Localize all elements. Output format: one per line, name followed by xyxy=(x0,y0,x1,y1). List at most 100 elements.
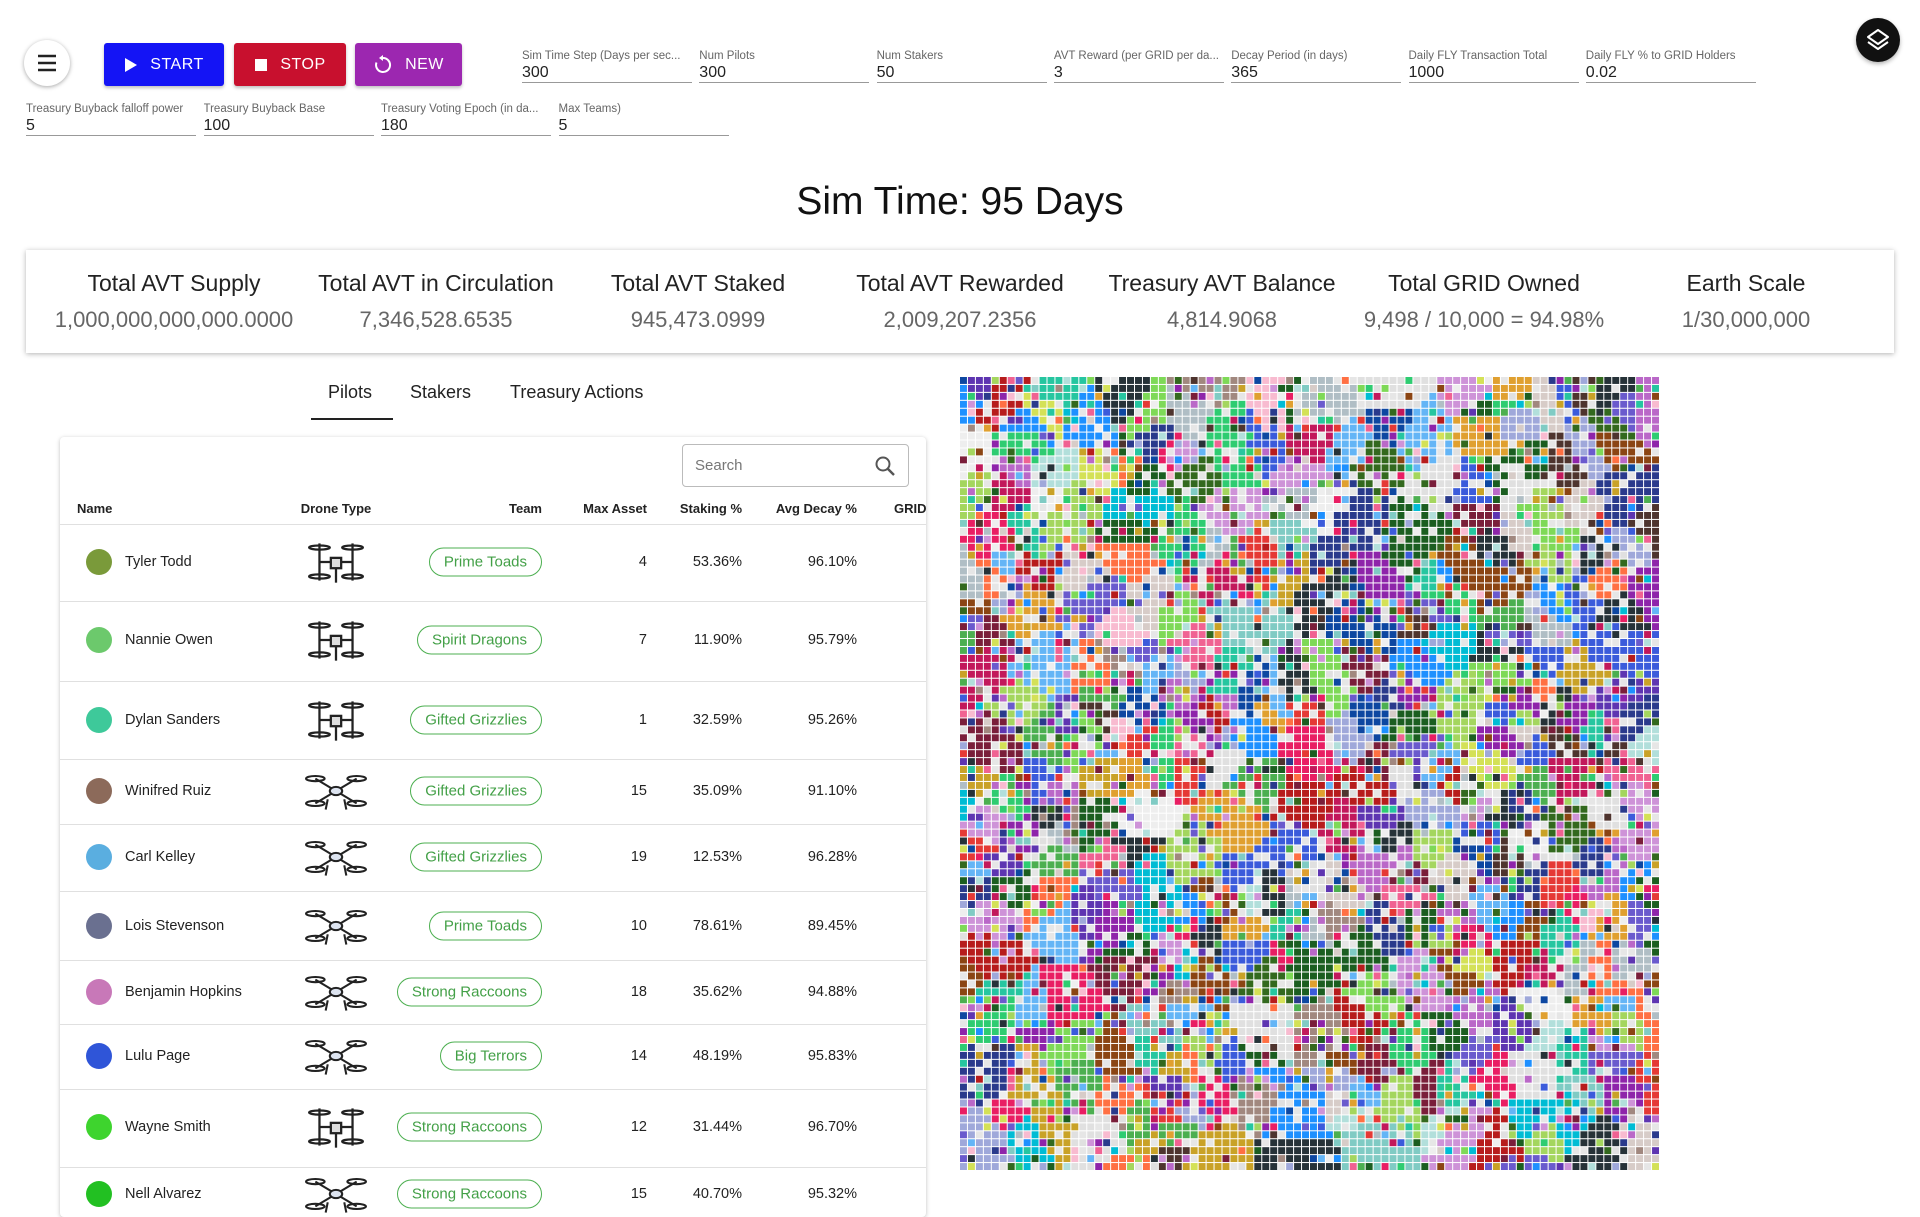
grid-cell xyxy=(1374,472,1381,479)
grid-cell xyxy=(1390,409,1397,416)
grid-cell xyxy=(1628,512,1635,519)
grid-cell xyxy=(1469,520,1476,527)
grid-cell xyxy=(1294,663,1301,670)
drone-icon xyxy=(305,539,367,585)
grid-cell xyxy=(1461,695,1468,702)
grid-cell xyxy=(968,568,975,575)
grid-cell xyxy=(1207,806,1214,813)
grid-cell xyxy=(1111,520,1118,527)
grid-cell xyxy=(1485,639,1492,646)
grid-cell xyxy=(1238,718,1245,725)
grid-cell xyxy=(1151,417,1158,424)
grid-cell xyxy=(1183,806,1190,813)
grid-cell xyxy=(1628,639,1635,646)
grid-cell xyxy=(1095,401,1102,408)
grid-cell xyxy=(1636,718,1643,725)
team-chip[interactable]: Big Terrors xyxy=(440,1042,542,1071)
menu-button[interactable] xyxy=(24,40,70,86)
team-chip[interactable]: Prime Toads xyxy=(429,912,542,941)
grid-cell xyxy=(1111,472,1118,479)
grid-cell xyxy=(1215,544,1222,551)
team-chip[interactable]: Gifted Grizzlies xyxy=(410,706,542,735)
grid-cell xyxy=(1000,766,1007,773)
grid-cell xyxy=(984,655,991,662)
grid-cell xyxy=(1143,718,1150,725)
grid-cell xyxy=(1437,583,1444,590)
grid-cell xyxy=(1565,599,1572,606)
team-chip[interactable]: Prime Toads xyxy=(429,548,542,577)
grid-cell xyxy=(1390,464,1397,471)
grid-cell xyxy=(1445,742,1452,749)
grid-cell xyxy=(1032,425,1039,432)
grid-cell xyxy=(1095,456,1102,463)
grid-cell xyxy=(1334,433,1341,440)
grid-cell xyxy=(1382,687,1389,694)
grid-cell xyxy=(1175,409,1182,416)
grid-cell xyxy=(984,734,991,741)
grid-cell xyxy=(1390,806,1397,813)
search-box[interactable]: Search xyxy=(682,444,909,487)
grid-cell xyxy=(1374,401,1381,408)
grid-cell xyxy=(1199,671,1206,678)
tab[interactable]: Pilots xyxy=(328,382,372,403)
grid-cell xyxy=(1016,512,1023,519)
grid-cell xyxy=(1517,576,1524,583)
grid-cell xyxy=(1461,409,1468,416)
grid-cell xyxy=(1238,520,1245,527)
grid-cell xyxy=(1270,647,1277,654)
layers-button[interactable] xyxy=(1856,18,1900,62)
grid-cell xyxy=(1024,782,1031,789)
grid-cell xyxy=(1127,615,1134,622)
grid-cell xyxy=(1016,520,1023,527)
grid-cell xyxy=(1079,615,1086,622)
grid-cell xyxy=(1596,520,1603,527)
grid-cell xyxy=(1644,631,1651,638)
grid-cell xyxy=(1485,623,1492,630)
grid-cell xyxy=(1008,583,1015,590)
grid-cell xyxy=(1541,544,1548,551)
grid-cell xyxy=(1541,472,1548,479)
grid-cell xyxy=(1127,710,1134,717)
team-chip[interactable]: Strong Raccoons xyxy=(397,1113,542,1142)
grid-cell xyxy=(1374,726,1381,733)
grid-cell xyxy=(1048,480,1055,487)
tab[interactable]: Stakers xyxy=(410,382,471,403)
team-chip[interactable]: Strong Raccoons xyxy=(397,1180,542,1209)
grid-cell xyxy=(1469,718,1476,725)
grid-cell xyxy=(1636,758,1643,765)
grid-cell xyxy=(1175,536,1182,543)
team-chip[interactable]: Gifted Grizzlies xyxy=(410,843,542,872)
grid-cell xyxy=(1040,647,1047,654)
grid-cell xyxy=(1644,576,1651,583)
text-field[interactable]: AVT Reward (per GRID per da...3 xyxy=(1054,50,1224,83)
text-field[interactable]: Sim Time Step (Days per sec...300 xyxy=(522,50,692,83)
text-field[interactable]: Max Teams)5 xyxy=(559,103,729,136)
grid-cell xyxy=(1382,631,1389,638)
grid-cell xyxy=(1183,448,1190,455)
new-button[interactable]: NEW xyxy=(355,43,462,86)
team-chip[interactable]: Strong Raccoons xyxy=(397,978,542,1007)
grid-cell xyxy=(1604,774,1611,781)
grid-cell xyxy=(1501,703,1508,710)
grid-cell xyxy=(1437,464,1444,471)
grid-cell xyxy=(1151,798,1158,805)
grid-cell xyxy=(960,631,967,638)
start-button[interactable]: START xyxy=(104,43,224,86)
text-field[interactable]: Treasury Voting Epoch (in da...180 xyxy=(381,103,551,136)
grid-cell xyxy=(1604,480,1611,487)
text-field[interactable]: Decay Period (in days)365 xyxy=(1231,50,1401,83)
grid-cell xyxy=(1159,552,1166,559)
team-chip[interactable]: Spirit Dragons xyxy=(417,626,542,655)
tab[interactable]: Treasury Actions xyxy=(510,382,643,403)
team-chip[interactable]: Gifted Grizzlies xyxy=(410,777,542,806)
grid-cell xyxy=(1549,520,1556,527)
stop-button[interactable]: STOP xyxy=(234,43,346,86)
grid-cell xyxy=(1652,433,1659,440)
grid-cell xyxy=(1278,528,1285,535)
